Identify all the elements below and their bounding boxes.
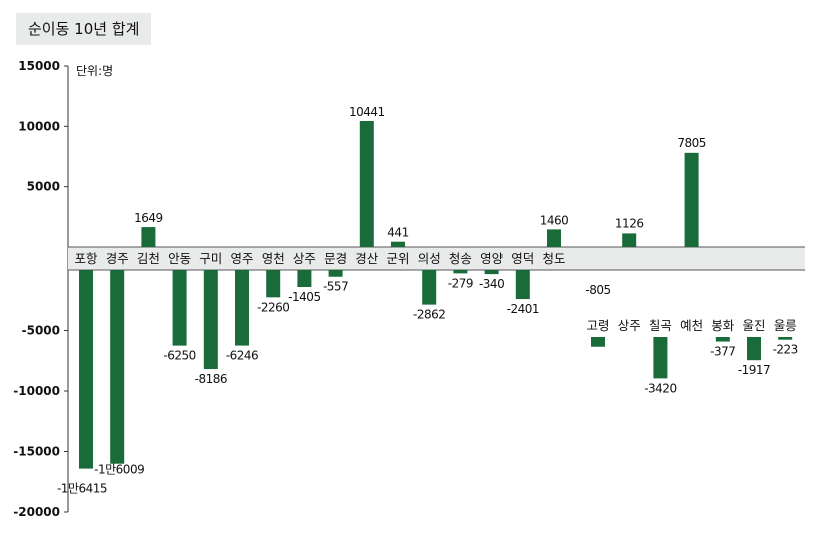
category-label: 고령 [586,318,609,333]
value-label: 1649 [134,211,163,225]
bar [328,270,343,277]
bar [203,270,218,370]
value-label: -340 [479,277,504,291]
category-label: 문경 [324,251,347,266]
category-label: 경주 [106,251,129,266]
bar [453,270,468,274]
category-label: 청도 [542,251,565,266]
axis-group: 15000 10000 5000 -5000 -10000 -15000 -20000 단위:… [13,59,113,519]
category-label: 상주 [618,318,641,333]
y-tick-label: 10000 [18,119,60,133]
labels-group: 포항 -1만6415 경주 -1만6009 김천 1649 안동 -6250 구미 -8186 영주… [57,105,798,496]
value-label: -2401 [507,302,539,316]
value-label: -2260 [257,300,289,314]
bar [622,233,637,247]
bar [778,337,793,340]
value-label: 7805 [677,136,706,150]
value-label: -6246 [226,349,258,363]
value-label: 10441 [349,105,385,119]
category-label: 영천 [262,251,285,266]
value-label: -6250 [163,349,195,363]
category-label: 울진 [742,318,765,333]
value-label: -1405 [288,290,320,304]
value-label: -3420 [644,381,676,395]
y-tick-label: 15000 [18,59,60,73]
bar [266,270,281,298]
bar [422,270,437,305]
value-label: -8186 [195,372,227,386]
category-label: 구미 [199,251,222,266]
y-tick-label: 5000 [27,180,60,194]
value-label: -1만6009 [94,463,144,477]
bar [297,270,312,288]
value-label: -557 [323,280,348,294]
category-label: 안동 [168,251,191,266]
bar [235,270,249,346]
category-band [68,247,805,270]
value-label: 441 [387,226,408,240]
bar [653,337,668,379]
category-label: 김천 [137,251,160,266]
bar [591,337,605,347]
value-label: -1만6415 [57,482,107,496]
bar [484,270,499,275]
bar [110,270,125,464]
bar [547,229,561,247]
unit-label: 단위:명 [76,64,113,78]
category-label: 울릉 [774,318,797,333]
y-tick-label: -15000 [13,445,60,459]
category-label: 봉화 [711,318,735,333]
category-label: 포항 [74,251,98,266]
y-tick-label: -20000 [13,505,60,519]
chart-title: 순이동 10년 합계 [16,13,152,45]
value-label: -1917 [738,363,770,377]
value-label: -2862 [413,308,445,322]
category-label: 영덕 [511,251,534,266]
category-label: 영양 [480,251,504,266]
category-label: 경산 [355,251,379,266]
category-label: 의성 [418,251,441,266]
bar [715,337,730,342]
value-label: 1460 [540,213,569,227]
value-label: -805 [585,283,610,297]
value-label: -377 [710,345,735,359]
value-label: 1126 [615,216,644,230]
bar [79,270,93,469]
y-tick-label: -5000 [22,324,60,338]
bar [172,270,187,346]
bar [747,337,761,361]
category-label: 칠곡 [649,318,672,333]
bar [141,227,156,247]
bar [359,121,374,247]
value-label: -223 [773,343,798,357]
category-label: 군위 [386,251,409,266]
value-label: -279 [448,276,473,290]
bar [391,241,405,247]
category-label: 예천 [680,318,703,333]
category-band-group [68,246,805,271]
y-tick-label: -10000 [13,384,60,398]
category-label: 상주 [293,251,316,266]
category-label: 영주 [230,251,253,266]
bars-group [79,121,793,469]
category-label: 청송 [449,251,472,266]
bar [515,270,530,300]
bar [684,152,699,247]
